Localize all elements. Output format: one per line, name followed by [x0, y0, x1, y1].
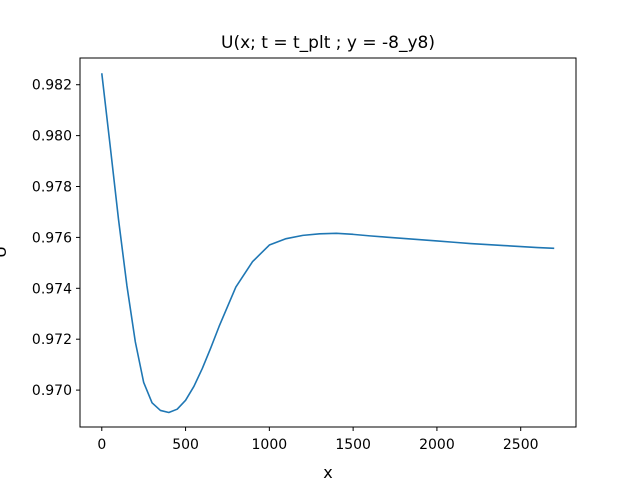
y-tick-label: 0.972 — [32, 332, 72, 348]
y-axis-label: U — [0, 246, 10, 258]
plot-area — [79, 57, 577, 428]
axes-frame — [79, 57, 577, 428]
chart-title: U(x; t = t_plt ; y = -8_y8) — [221, 33, 435, 53]
x-tick-label: 2500 — [503, 437, 539, 453]
series-line-0 — [100, 73, 555, 414]
x-tick-label: 2000 — [419, 437, 455, 453]
x-axis-ticks: 0 500 1000 1500 2000 2500 — [97, 427, 539, 453]
y-tick-label: 0.974 — [32, 281, 72, 297]
y-tick-label: 0.976 — [32, 230, 72, 246]
x-tick-label: 500 — [172, 437, 199, 453]
y-axis-ticks: 0.970 0.972 0.974 0.976 0.978 0.980 0.982 — [32, 78, 80, 399]
y-tick-label: 0.978 — [32, 180, 72, 196]
x-tick-label: 1000 — [252, 437, 288, 453]
y-tick-label: 0.982 — [32, 78, 72, 94]
x-tick-label: 1500 — [335, 437, 371, 453]
x-axis-label: x — [323, 463, 332, 480]
x-tick-label: 0 — [97, 437, 106, 453]
y-tick-label: 0.970 — [32, 383, 72, 399]
y-tick-label: 0.980 — [32, 129, 72, 145]
